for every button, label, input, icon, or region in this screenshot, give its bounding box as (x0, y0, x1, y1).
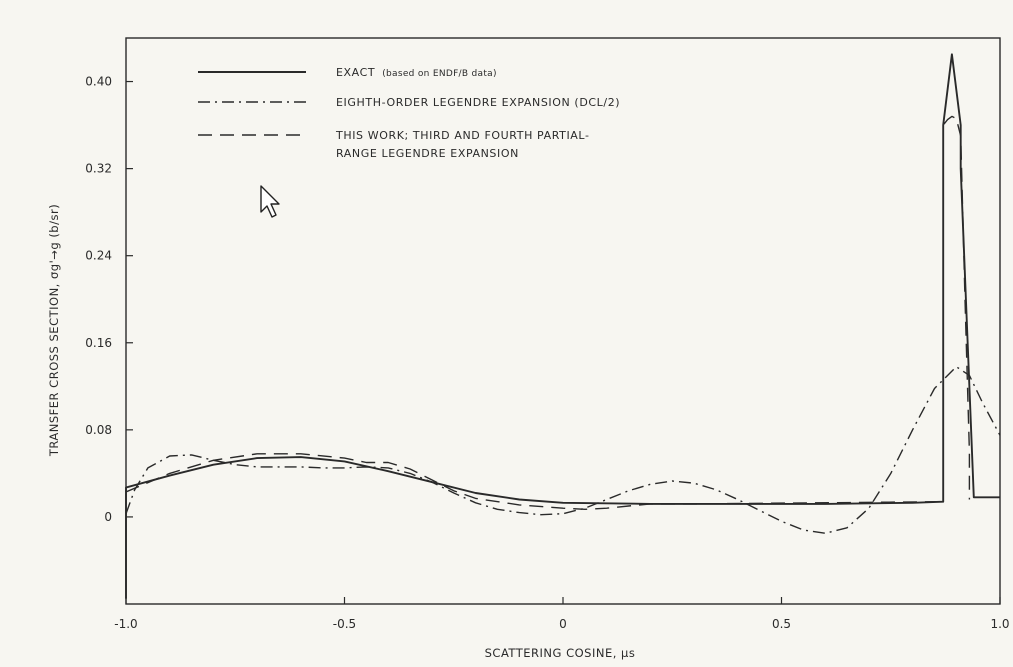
legend: EXACT (based on ENDF/B data) EIGHTH-ORDER … (198, 66, 620, 160)
mouse-cursor-icon (260, 185, 280, 218)
y-axis-label: TRANSFER CROSS SECTION, σg'→g (b/sr) (47, 204, 61, 457)
series-line-solid (125, 53, 1000, 599)
series-line-dashed (125, 115, 971, 510)
y-tick-label: 0.24 (85, 249, 112, 263)
legend-label: EIGHTH-ORDER LEGENDRE EXPANSION (DCL/2) (336, 96, 620, 109)
y-tick-label: 0 (104, 510, 112, 524)
series-layer (125, 53, 1001, 599)
x-tick-label: 0 (559, 617, 567, 631)
y-tick-label: 0.40 (85, 75, 112, 89)
x-tick-label: 1.0 (990, 617, 1009, 631)
y-tick-label: 0.16 (85, 336, 112, 350)
x-axis-ticks: -1.0 -0.5 0 0.5 1.0 (114, 597, 1010, 631)
plot-frame (125, 37, 1001, 605)
legend-label-continued: RANGE LEGENDRE EXPANSION (336, 147, 519, 160)
x-tick-label: 0.5 (772, 617, 791, 631)
x-axis-label: SCATTERING COSINE, μs (485, 646, 636, 660)
legend-label: EXACT (based on ENDF/B data) (336, 66, 497, 79)
y-tick-label: 0.08 (85, 423, 112, 437)
x-tick-label: -0.5 (333, 617, 356, 631)
plot-border (125, 37, 1001, 605)
x-tick-label: -1.0 (114, 617, 137, 631)
legend-label: THIS WORK; THIRD AND FOURTH PARTIAL- (335, 129, 590, 142)
y-axis-ticks: 0 0.08 0.16 0.24 0.32 0.40 (85, 75, 133, 524)
y-tick-label: 0.32 (85, 162, 112, 176)
